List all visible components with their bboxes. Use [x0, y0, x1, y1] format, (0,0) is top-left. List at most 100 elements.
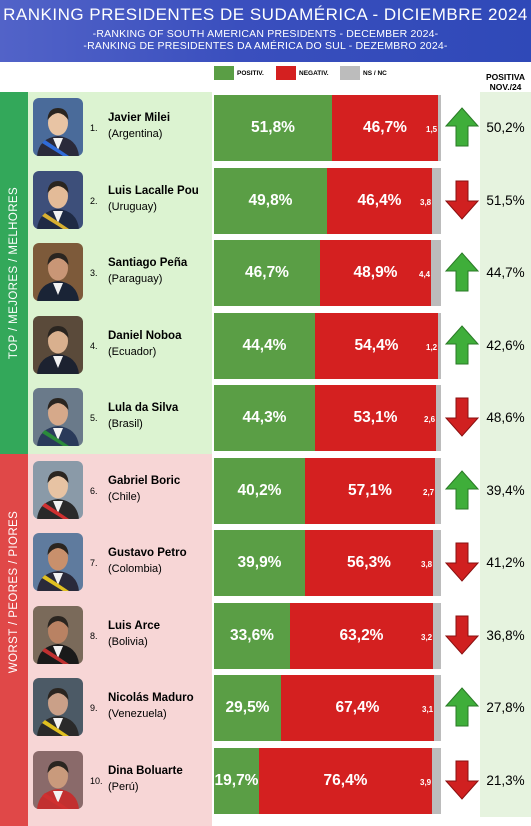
rank-number: 9.: [90, 703, 98, 713]
bar-nsnc-label: 3,9: [420, 777, 432, 787]
president-name: Daniel Noboa: [108, 329, 182, 342]
ranking-row: 2. Luis Lacalle Pou (Uruguay) 49,8% 46,4% 3,8…: [0, 165, 531, 237]
president-name: Nicolás Maduro: [108, 692, 194, 704]
top-group-bar: [0, 92, 28, 454]
arrow-down-icon: [444, 759, 480, 801]
portrait-image: [33, 98, 83, 156]
rank-number: 7.: [90, 558, 98, 568]
ranking-row: 4. Daniel Noboa (Ecuador) 44,4% 54,4% 1,2 42,6…: [0, 310, 531, 382]
ranking-row: 9. Nicolás Maduro (Venezuela) 29,5% 67,4% 3,1…: [0, 672, 531, 744]
portrait-image: [33, 170, 83, 229]
ranking-row: 10. Dina Boluarte (Perú) 19,7% 76,4% 3,9 21,3%: [0, 745, 531, 817]
arrow-down-icon: [444, 614, 480, 656]
president-name: Luis Lacalle Pou: [108, 184, 199, 197]
bar-nsnc: [432, 167, 441, 234]
bar-negative: 54,4%: [315, 312, 438, 379]
previous-positive-value: 41,2%: [486, 555, 525, 570]
previous-positive-value: 50,2%: [486, 120, 525, 135]
bar-positive: 51,8%: [214, 95, 332, 161]
bar-positive: 39,9%: [214, 530, 305, 596]
portrait-image: [33, 315, 83, 374]
bar-negative: 53,1%: [315, 385, 436, 451]
rank-number: 2.: [90, 195, 98, 206]
approval-bar: 44,3% 53,1% 2,6: [214, 385, 441, 451]
bar-nsnc: [436, 385, 441, 451]
president-name: Lula da Silva: [108, 402, 179, 414]
approval-bar: 39,9% 56,3% 3,8: [214, 530, 441, 596]
rank-number: 6.: [90, 485, 98, 496]
portrait-image: [33, 678, 83, 736]
previous-positive-value: 48,6%: [486, 410, 525, 425]
bar-nsnc: [435, 457, 441, 524]
ranking-row: 1. Javier Milei (Argentina) 51,8% 46,7% 1,5 50…: [0, 92, 531, 164]
bar-positive: 44,3%: [214, 385, 315, 451]
arrow-up-icon: [444, 324, 480, 366]
rank-number: 5.: [90, 413, 98, 423]
previous-positive-value: 51,5%: [486, 192, 525, 208]
president-country: (Venezuela): [108, 708, 167, 720]
portrait-image: [33, 388, 83, 446]
rank-number: 8.: [90, 630, 98, 641]
previous-header-line2: NOV./24: [489, 82, 522, 92]
portrait-image: [33, 605, 83, 664]
bar-nsnc-label: 3,8: [421, 560, 433, 569]
page-header: RANKING PRESIDENTES DE SUDAMÉRICA - DICI…: [0, 0, 531, 62]
portrait-image: [33, 243, 83, 301]
legend-positive-swatch: [214, 66, 234, 80]
arrow-down-icon: [444, 179, 480, 221]
legend-nsnc-label: NS / NC: [363, 69, 387, 77]
bar-nsnc: [438, 95, 441, 161]
bar-negative: 48,9%: [320, 240, 431, 306]
legend-negative: NEGATIV.: [276, 66, 329, 80]
president-name: Gabriel Boric: [108, 474, 181, 487]
president-country: (Colombia): [108, 563, 162, 575]
bar-nsnc-label: 3,1: [422, 705, 434, 714]
previous-header-line1: POSITIVA: [485, 72, 526, 82]
previous-positive-value: 44,7%: [486, 265, 525, 280]
president-name: Luis Arce: [108, 619, 160, 632]
bar-nsnc-label: 2,7: [423, 487, 435, 497]
portrait-image: [33, 533, 83, 591]
rank-number: 10.: [90, 775, 103, 786]
bar-positive: 19,7%: [214, 747, 259, 814]
legend-positive: POSITIV.: [214, 66, 264, 80]
previous-positive-value: 42,6%: [486, 337, 525, 353]
president-name: Santiago Peña: [108, 257, 188, 269]
legend-positive-label: POSITIV.: [237, 69, 264, 77]
ranking-row: 6. Gabriel Boric (Chile) 40,2% 57,1% 2,7 39,4%: [0, 455, 531, 527]
bar-nsnc: [433, 602, 441, 669]
approval-bar: 44,4% 54,4% 1,2: [214, 312, 441, 379]
bar-positive: 46,7%: [214, 240, 320, 306]
bar-negative: 46,4%: [327, 167, 432, 234]
bar-nsnc: [432, 747, 441, 814]
president-name: Javier Milei: [108, 112, 171, 124]
president-country: (Uruguay): [108, 200, 157, 213]
ranking-row: 5. Lula da Silva (Brasil) 44,3% 53,1% 2,6 48,6…: [0, 382, 531, 454]
president-name: Gustavo Petro: [108, 547, 187, 559]
legend-negative-swatch: [276, 66, 296, 80]
bar-nsnc-label: 3,8: [420, 197, 432, 207]
approval-bar: 49,8% 46,4% 3,8: [214, 167, 441, 234]
legend-nsnc-swatch: [340, 66, 360, 80]
bar-positive: 49,8%: [214, 167, 327, 234]
bar-nsnc-label: 4,4: [419, 270, 431, 279]
previous-positive-value: 27,8%: [486, 700, 525, 715]
bar-negative: 63,2%: [290, 602, 433, 669]
bar-positive: 33,6%: [214, 602, 290, 669]
approval-bar: 40,2% 57,1% 2,7: [214, 457, 441, 524]
subtitle-english: -RANKING OF SOUTH AMERICAN PRESIDENTS - …: [92, 28, 439, 40]
legend-nsnc: NS / NC: [340, 66, 387, 80]
president-country: (Argentina): [108, 128, 163, 140]
arrow-up-icon: [444, 106, 480, 148]
previous-positive-value: 39,4%: [486, 482, 525, 498]
bar-nsnc-label: 2,6: [424, 415, 436, 424]
bar-nsnc-label: 1,5: [426, 125, 438, 134]
bar-negative: 67,4%: [281, 675, 434, 741]
previous-positive-value: 21,3%: [486, 772, 525, 788]
bar-negative: 56,3%: [305, 530, 433, 596]
arrow-up-icon: [444, 686, 480, 728]
approval-bar: 19,7% 76,4% 3,9: [214, 747, 441, 814]
legend-negative-label: NEGATIV.: [299, 69, 329, 77]
bar-negative: 46,7%: [332, 95, 438, 161]
portrait-image: [33, 460, 83, 519]
